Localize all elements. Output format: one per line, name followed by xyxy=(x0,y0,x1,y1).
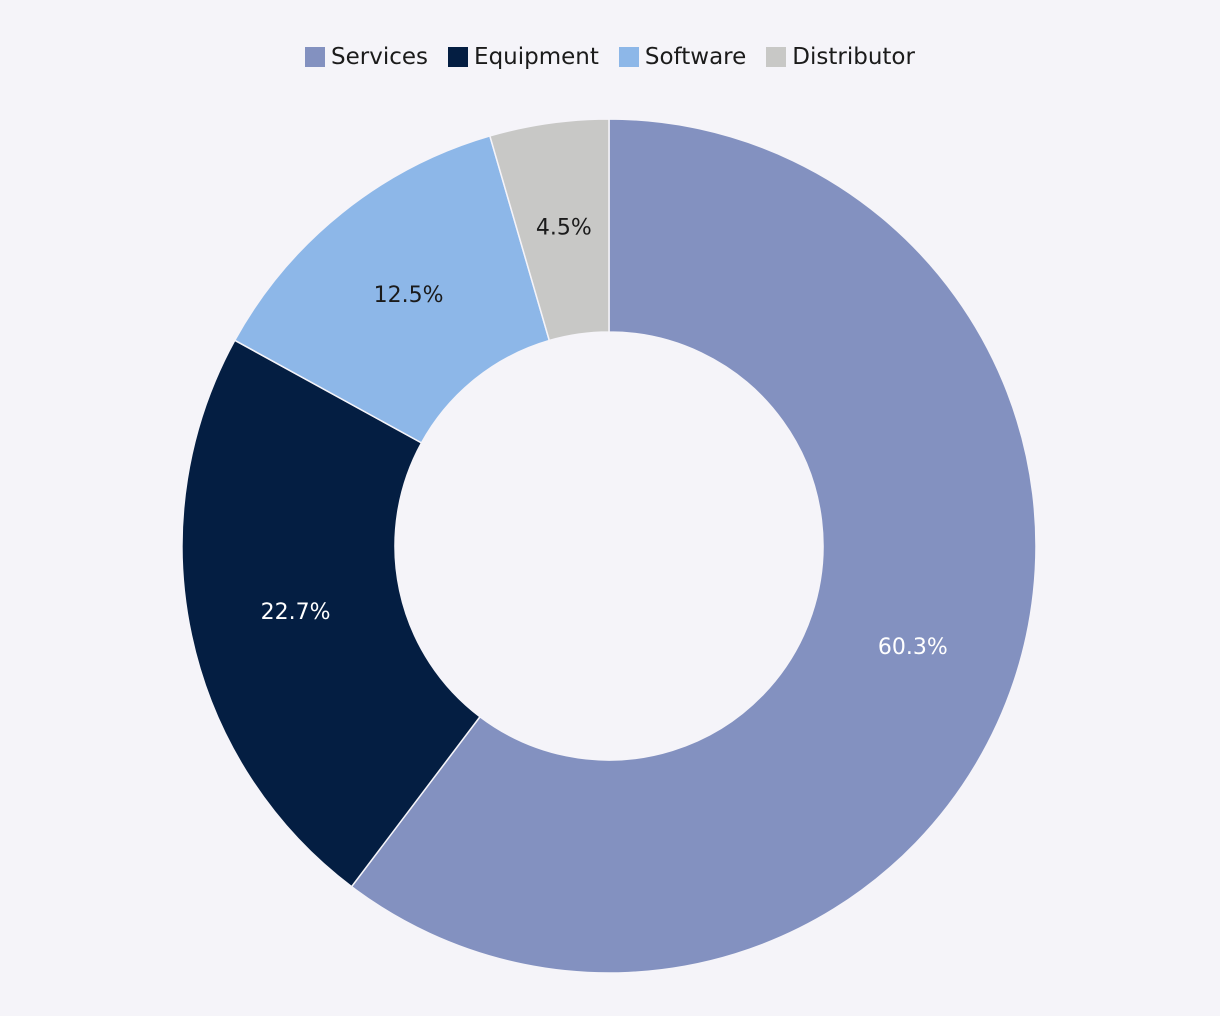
slice-label-distributor: 4.5% xyxy=(536,216,592,241)
legend-swatch-equipment xyxy=(448,47,469,67)
slice-software xyxy=(233,135,551,444)
legend-item-services: Services xyxy=(305,44,428,70)
legend-item-equipment: Equipment xyxy=(448,44,599,70)
legend-item-distributor: Distributor xyxy=(766,44,915,70)
slice-label-software: 12.5% xyxy=(374,283,444,308)
legend-label-equipment: Equipment xyxy=(474,44,599,70)
slice-services xyxy=(350,118,1037,974)
legend-item-software: Software xyxy=(618,44,747,70)
slice-label-equipment: 22.7% xyxy=(261,600,331,625)
slice-distributor xyxy=(488,118,610,342)
legend-swatch-software xyxy=(618,47,639,67)
chart-legend: Services Equipment Software Distributor xyxy=(0,44,1220,70)
legend-swatch-services xyxy=(305,47,326,67)
legend-label-distributor: Distributor xyxy=(792,44,915,70)
slice-label-services: 60.3% xyxy=(878,635,948,660)
legend-swatch-distributor xyxy=(766,47,787,67)
legend-label-software: Software xyxy=(644,44,747,70)
slice-equipment xyxy=(181,339,482,888)
legend-label-services: Services xyxy=(331,44,429,70)
